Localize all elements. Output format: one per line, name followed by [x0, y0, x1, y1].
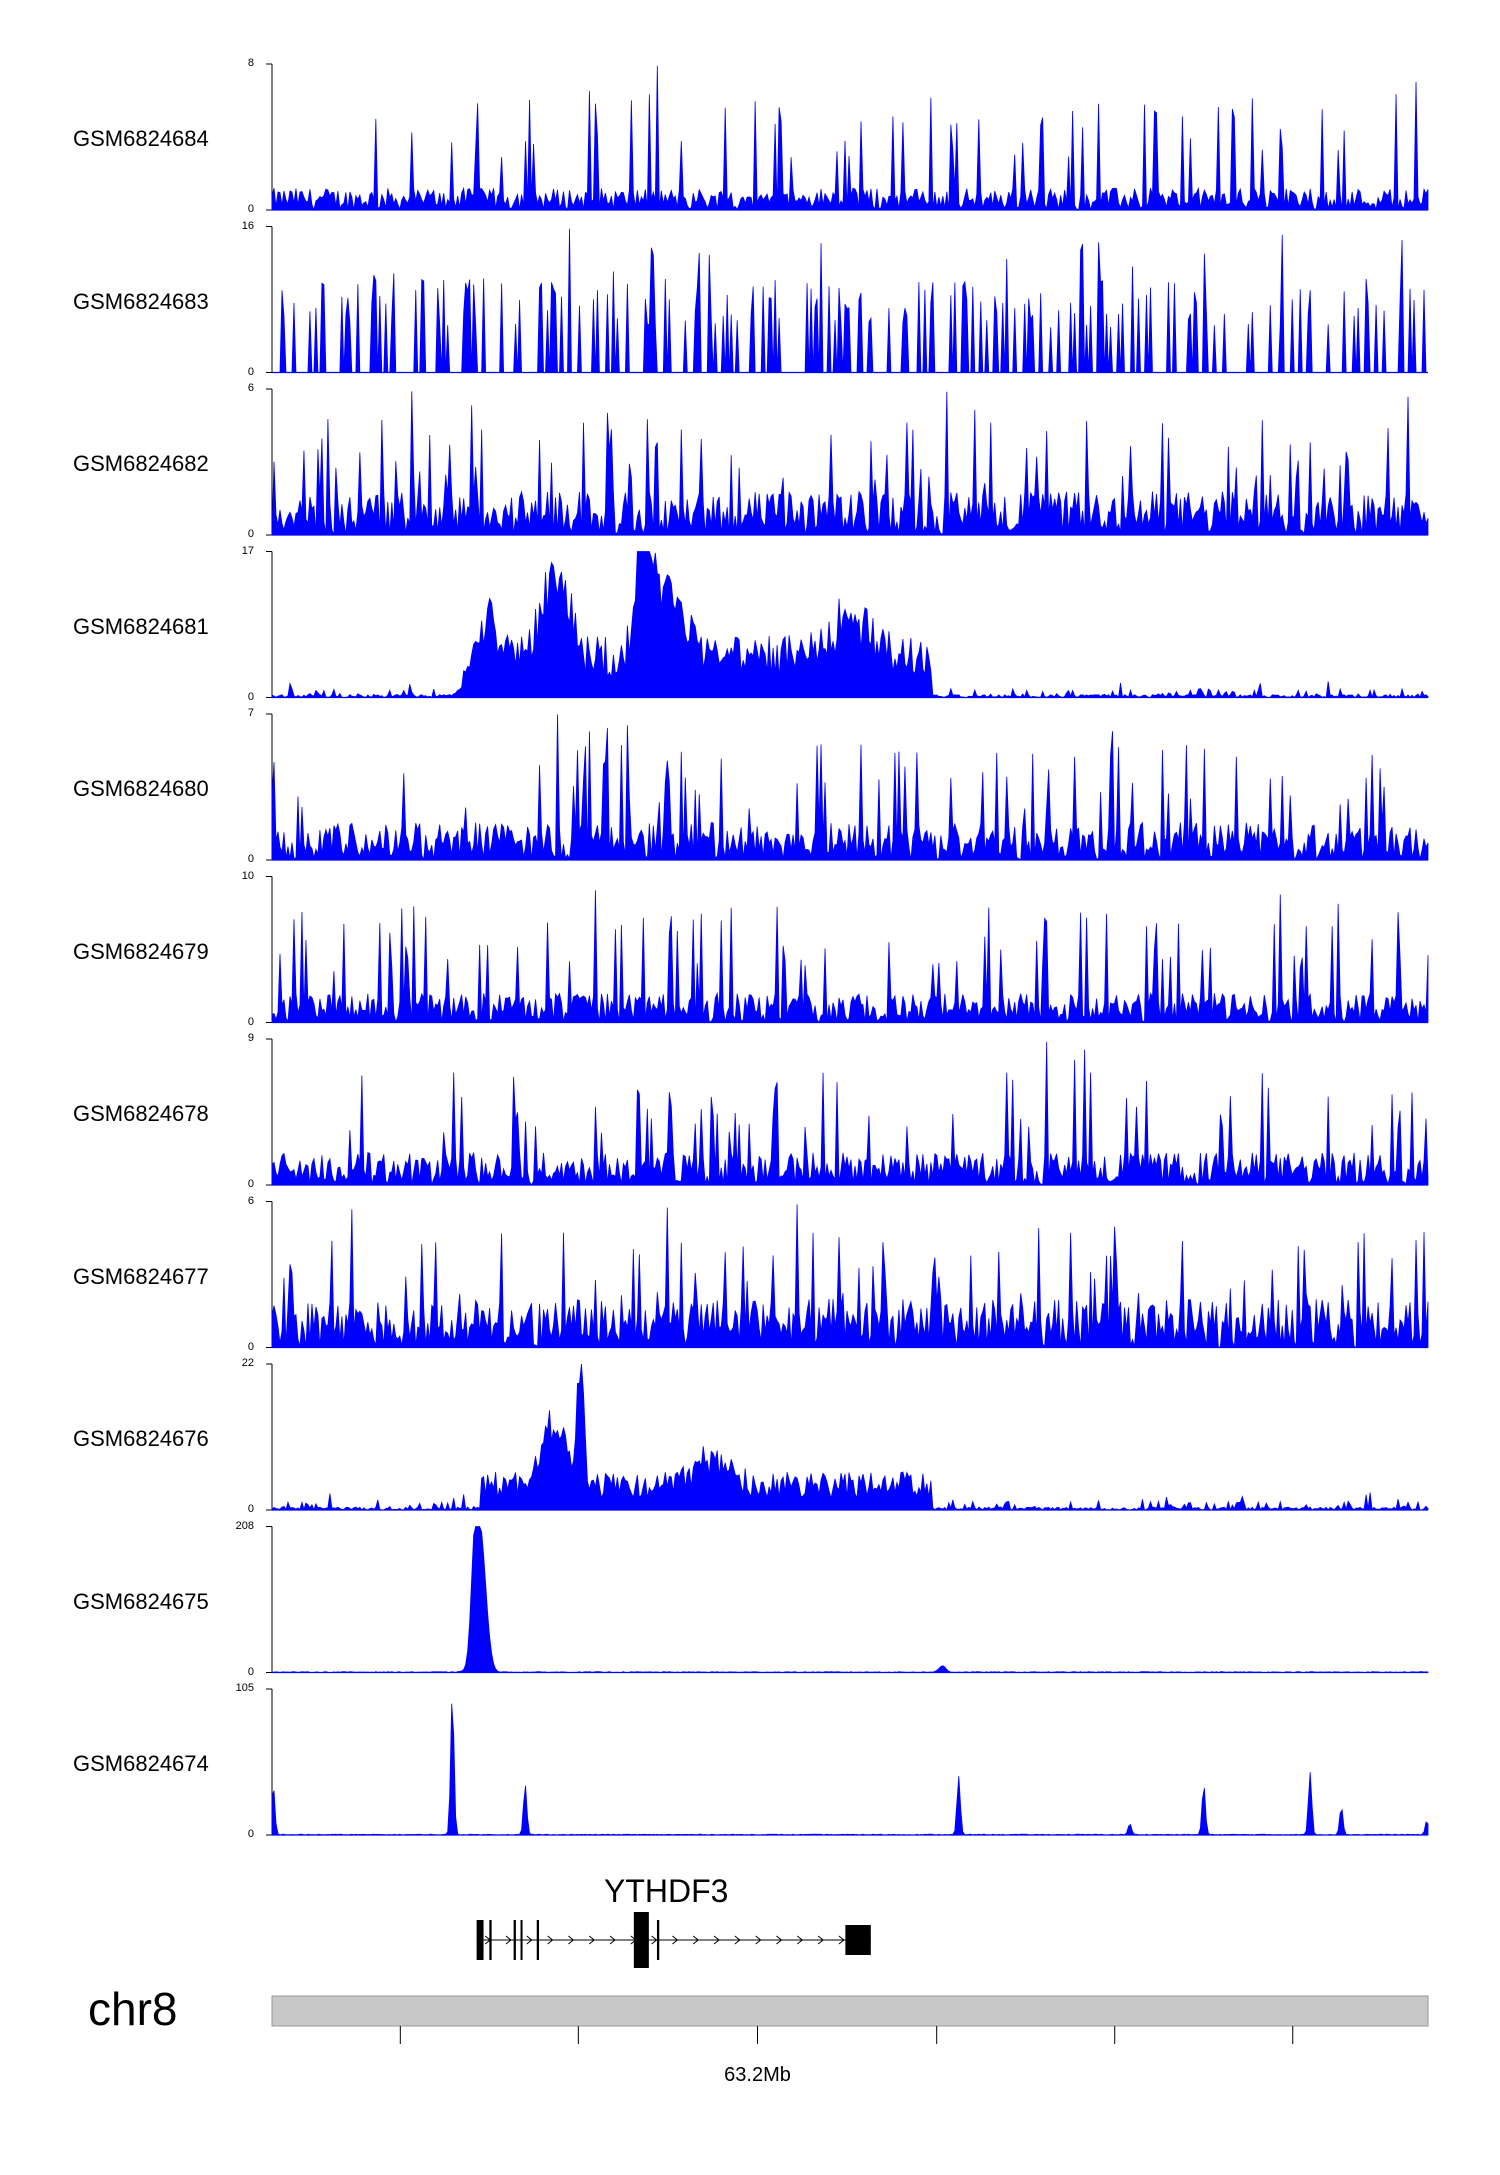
track-label: GSM6824677: [73, 1263, 209, 1289]
strand-arrow: [796, 1935, 804, 1945]
y-min-tick-label: 0: [247, 365, 254, 378]
chromosome-label: chr8: [88, 1983, 178, 2035]
track-label: GSM6824674: [73, 1751, 209, 1776]
y-min-tick-label: 0: [247, 1503, 254, 1515]
chromosome-bar: [271, 1995, 1429, 2027]
strand-arrow: [817, 1935, 824, 1945]
y-min-tick-label: 0: [247, 1665, 254, 1678]
strand-arrow: [609, 1935, 616, 1945]
y-max-tick-label: 105: [235, 1682, 254, 1694]
signal-area: [272, 228, 1428, 373]
track-label: GSM6824676: [73, 1426, 209, 1451]
y-max-tick-label: 17: [241, 544, 254, 557]
strand-arrow: [526, 1935, 533, 1945]
x-axis-tick-label: 63.2Mb: [724, 2064, 791, 2086]
y-min-tick-label: 0: [247, 203, 254, 215]
exon-block: [520, 1920, 523, 1960]
strand-arrow: [651, 1935, 658, 1945]
signal-area: [271, 1041, 1429, 1186]
strand-arrow: [672, 1935, 679, 1945]
y-min-tick-label: 0: [247, 853, 254, 865]
signal-area: [271, 1204, 1429, 1348]
y-max-tick-label: 6: [247, 382, 254, 394]
y-min-tick-label: 0: [247, 528, 254, 540]
y-max-tick-label: 8: [247, 57, 254, 69]
y-max-tick-label: 6: [247, 1194, 254, 1207]
strand-arrow: [776, 1935, 783, 1945]
signal-area: [271, 714, 1429, 861]
y-max-tick-label: 22: [241, 1357, 254, 1369]
strand-arrow: [713, 1935, 720, 1945]
signal-area: [271, 551, 1429, 699]
strand-arrow: [734, 1935, 741, 1945]
exon-block: [656, 1920, 660, 1960]
strand-arrow: [588, 1935, 596, 1945]
track-label: GSM6824684: [73, 126, 209, 151]
y-min-tick-label: 0: [247, 1015, 254, 1028]
exon-block: [513, 1920, 516, 1960]
y-min-tick-label: 0: [247, 690, 254, 703]
track-label: GSM6824681: [73, 613, 209, 639]
y-max-tick-label: 7: [247, 707, 254, 719]
y-min-tick-label: 0: [247, 1340, 254, 1353]
gene-name-label: YTHDF3: [604, 1873, 729, 1909]
track-label: GSM6824683: [73, 288, 209, 314]
track-label: GSM6824679: [73, 938, 209, 964]
strand-arrow: [755, 1935, 762, 1945]
strand-arrow: [547, 1935, 554, 1945]
strand-arrow: [568, 1935, 575, 1945]
exon-block: [489, 1920, 492, 1960]
strand-arrow: [838, 1935, 845, 1945]
track-label: GSM6824682: [73, 451, 209, 476]
signal-area: [271, 890, 1429, 1024]
exon-block: [633, 1912, 649, 1968]
y-max-tick-label: 16: [241, 219, 254, 232]
y-max-tick-label: 10: [241, 869, 254, 882]
y-min-tick-label: 0: [247, 1178, 254, 1190]
signal-area: [271, 1363, 1429, 1512]
signal-area: [271, 391, 1429, 536]
track-label: GSM6824680: [73, 776, 209, 801]
track-label: GSM6824678: [73, 1101, 209, 1126]
exon-block: [845, 1925, 871, 1955]
strand-arrow: [505, 1935, 512, 1945]
y-max-tick-label: 208: [235, 1519, 254, 1532]
exon-block: [476, 1920, 484, 1960]
y-max-tick-label: 9: [247, 1032, 254, 1044]
strand-arrow: [692, 1935, 700, 1945]
y-min-tick-label: 0: [247, 1828, 254, 1840]
signal-area: [271, 1526, 1429, 1673]
track-label: GSM6824675: [73, 1588, 209, 1614]
exon-block: [536, 1920, 540, 1960]
signal-area: [271, 65, 1429, 212]
signal-area: [271, 1703, 1429, 1836]
